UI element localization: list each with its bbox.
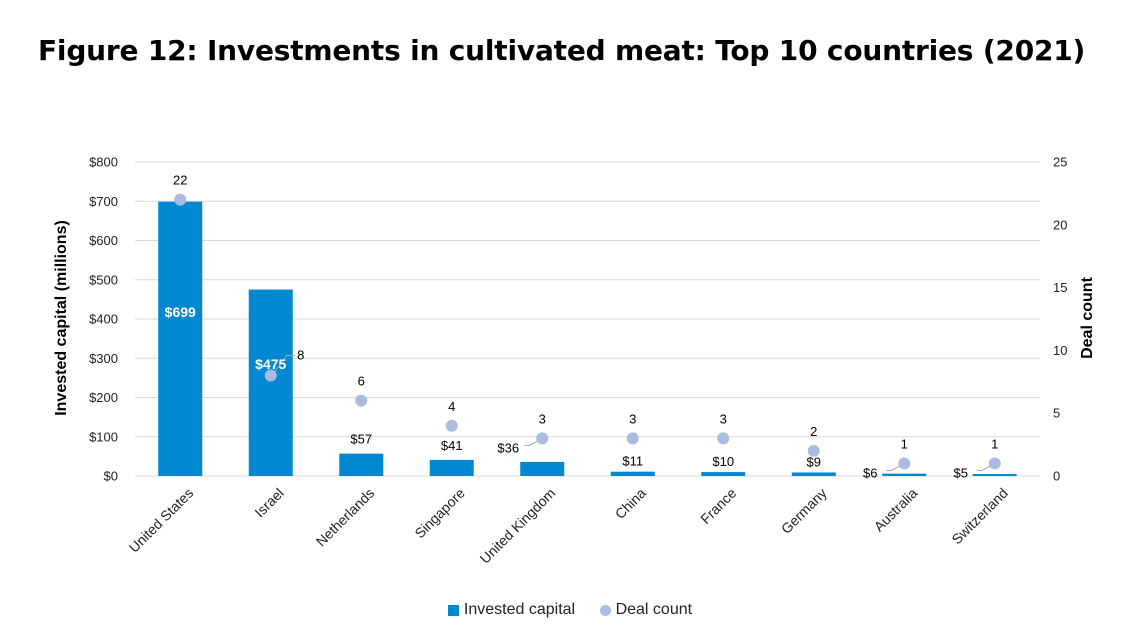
- bar-value-label: $10: [712, 454, 734, 469]
- legend-label-deals: Deal count: [615, 601, 693, 618]
- chart-title: Figure 12: Investments in cultivated mea…: [38, 34, 1086, 67]
- deal-count-label: 6: [358, 374, 365, 389]
- category-label: Netherlands: [313, 485, 378, 550]
- legend-item-invested: Invested capital: [447, 601, 576, 619]
- legend: Invested capital Deal count: [0, 601, 1140, 621]
- leader-line: [524, 440, 538, 446]
- dot-series: [174, 193, 1001, 470]
- category-label: Singapore: [411, 485, 468, 542]
- bar-value-label: $41: [441, 438, 463, 453]
- y2-axis-title: Deal count: [1079, 276, 1096, 358]
- category-labels: United States Israel Netherlands Singapore U…: [126, 485, 1011, 567]
- bar-australia: [882, 473, 927, 476]
- dot-china: [626, 432, 639, 445]
- y2-tick-label: 25: [1053, 155, 1067, 170]
- y-tick-label: $200: [89, 390, 118, 405]
- y-tick-label: $700: [89, 194, 118, 209]
- category-label: Australia: [871, 485, 921, 535]
- bar-china: [610, 471, 655, 476]
- bar-series: [158, 201, 1017, 476]
- dot-switzerland: [988, 457, 1001, 470]
- bar-united-kingdom: [520, 461, 565, 476]
- bar-israel: [248, 289, 293, 476]
- deal-count-label: 1: [991, 436, 998, 451]
- legend-item-deals: Deal count: [599, 601, 693, 619]
- dot-germany: [807, 444, 820, 457]
- bar-value-label: $9: [807, 454, 821, 469]
- category-label: Israel: [251, 485, 287, 521]
- dot-australia: [898, 457, 911, 470]
- chart-plot: $699 $475 $57 $41 $36 $11 $10 $9 $6 $5 22 8 6 4 3 3 3 2 1 1…: [53, 155, 1096, 567]
- y-tick-label: $100: [89, 429, 118, 444]
- dot-united-kingdom: [536, 432, 549, 445]
- bar-value-label: $6: [863, 465, 877, 480]
- deal-count-label: 1: [901, 436, 908, 451]
- dot-united-states: [174, 193, 187, 206]
- bar-netherlands: [339, 453, 384, 476]
- leader-line: [274, 355, 295, 372]
- y2-tick-label: 15: [1053, 280, 1067, 295]
- dot-singapore: [445, 419, 458, 432]
- deal-count-label: 8: [297, 348, 304, 363]
- dot-netherlands: [355, 394, 368, 407]
- y-tick-label: $800: [89, 155, 118, 170]
- category-label: France: [697, 485, 739, 527]
- y2-tick-label: 0: [1053, 469, 1060, 484]
- y-tick-label: $0: [104, 469, 118, 484]
- category-label: Germany: [778, 485, 830, 537]
- y-axis-title: Invested capital (millions): [53, 220, 70, 416]
- deal-count-label: 3: [720, 411, 727, 426]
- legend-dot-swatch: [599, 604, 611, 616]
- legend-label-invested: Invested capital: [463, 601, 576, 618]
- bar-france: [701, 472, 746, 476]
- dot-france: [717, 432, 730, 445]
- bar-value-label: $57: [350, 432, 372, 447]
- bar-germany: [791, 472, 836, 476]
- bar-value-label: $475: [255, 356, 286, 372]
- category-label: Switzerland: [948, 485, 1010, 547]
- category-label: United States: [126, 485, 197, 556]
- deal-count-label: 22: [173, 173, 187, 188]
- category-label: United Kingdom: [477, 485, 559, 567]
- leader-line: [976, 465, 990, 471]
- bar-united-states: [158, 201, 203, 476]
- right-axis-ticks: 0 5 10 15 20 25: [1053, 155, 1067, 484]
- category-label: China: [612, 485, 649, 522]
- y2-tick-label: 20: [1053, 217, 1067, 232]
- legend-bar-swatch: [447, 604, 459, 616]
- deal-count-label: 3: [539, 411, 546, 426]
- deal-count-label: 2: [810, 424, 817, 439]
- bar-singapore: [429, 459, 474, 476]
- deal-count-label: 4: [448, 399, 455, 414]
- bar-switzerland: [972, 474, 1017, 476]
- y2-tick-label: 5: [1053, 406, 1060, 421]
- leader-line: [886, 465, 900, 471]
- leader-lines: [274, 355, 990, 471]
- deal-count-label: 3: [629, 411, 636, 426]
- y2-tick-label: 10: [1053, 343, 1067, 358]
- data-labels: $699 $475 $57 $41 $36 $11 $10 $9 $6 $5 22 8 6 4 3 3 3 2 1 1: [165, 173, 999, 481]
- dot-israel: [264, 369, 277, 382]
- y-tick-label: $300: [89, 351, 118, 366]
- y-tick-label: $600: [89, 233, 118, 248]
- left-axis-ticks: $0 $100 $200 $300 $400 $500 $600 $700 $800: [89, 155, 118, 484]
- bar-value-label: $5: [954, 465, 968, 480]
- bar-value-label: $11: [622, 454, 643, 469]
- bar-value-label: $36: [497, 440, 519, 455]
- y-tick-label: $500: [89, 272, 118, 287]
- y-tick-label: $400: [89, 312, 118, 327]
- bar-value-label: $699: [165, 304, 196, 320]
